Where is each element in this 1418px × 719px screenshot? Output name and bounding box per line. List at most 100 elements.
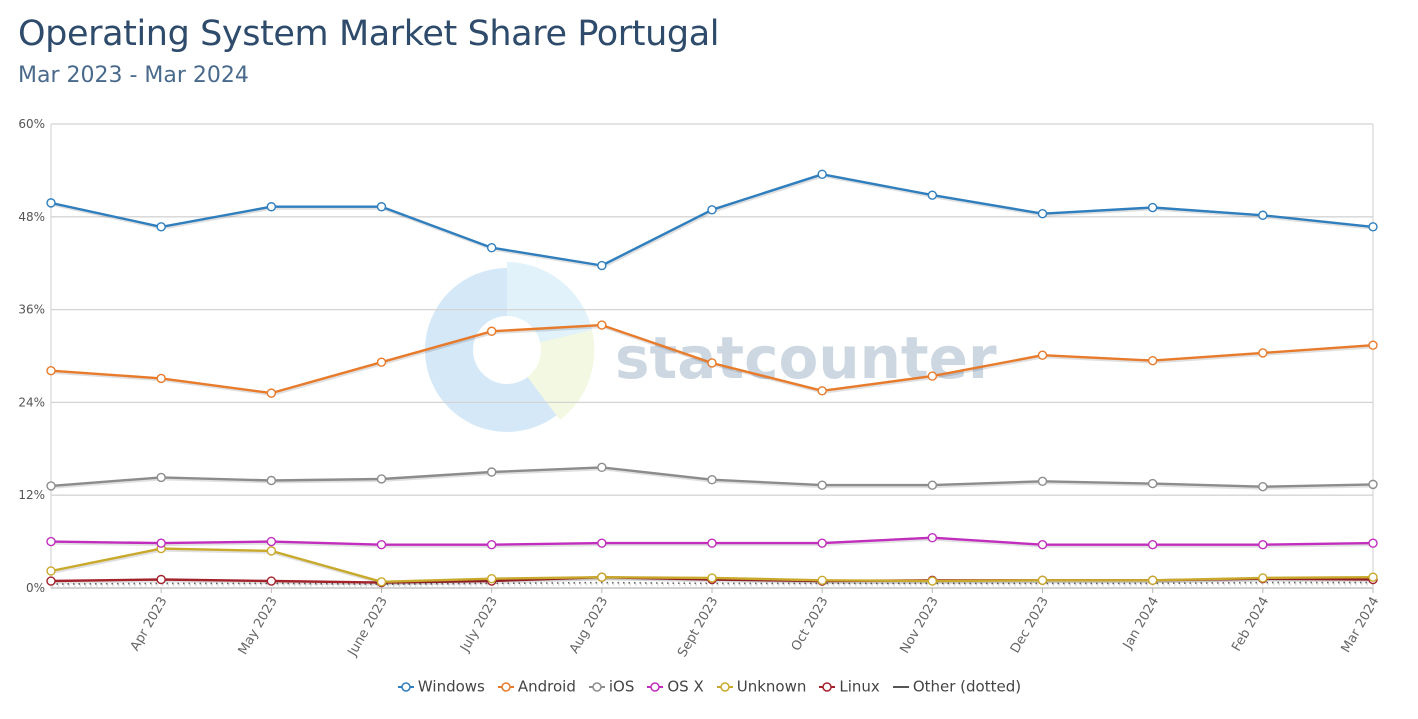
data-point bbox=[376, 202, 387, 212]
chart-title: Operating System Market Share Portugal bbox=[18, 14, 720, 54]
data-point bbox=[707, 358, 717, 368]
legend-line-icon bbox=[892, 685, 909, 688]
data-point bbox=[156, 538, 166, 548]
x-tick-label: June 2023 bbox=[345, 595, 391, 660]
data-point bbox=[927, 576, 938, 586]
x-tick-label: May 2023 bbox=[236, 595, 281, 658]
data-point bbox=[927, 533, 938, 543]
legend-item-linux[interactable]: Linux bbox=[818, 677, 880, 696]
data-point bbox=[597, 260, 607, 271]
data-point bbox=[376, 357, 387, 367]
legend-marker-icon bbox=[397, 681, 414, 692]
data-point bbox=[266, 536, 277, 547]
watermark-text: statcounter bbox=[615, 324, 997, 392]
series-unknown bbox=[46, 543, 1378, 587]
data-point bbox=[707, 205, 717, 215]
data-point bbox=[376, 577, 387, 587]
data-point bbox=[1147, 478, 1158, 489]
legend-item-android[interactable]: Android bbox=[497, 677, 576, 696]
data-point bbox=[266, 576, 277, 586]
legend-item-other-dotted[interactable]: Other (dotted) bbox=[892, 677, 1021, 696]
data-point bbox=[707, 475, 717, 485]
legend-item-windows[interactable]: Windows bbox=[397, 677, 485, 696]
y-tick-label: 48% bbox=[18, 210, 45, 224]
legend-label: Linux bbox=[839, 677, 880, 696]
legend-item-ios[interactable]: iOS bbox=[588, 677, 634, 696]
watermark-pie-hole bbox=[473, 316, 541, 384]
chart-subtitle: Mar 2023 - Mar 2024 bbox=[18, 63, 249, 88]
x-tick-label: Sept 2023 bbox=[675, 595, 721, 660]
legend-item-os-x[interactable]: OS X bbox=[646, 677, 704, 696]
data-point bbox=[1258, 348, 1268, 358]
data-point bbox=[46, 481, 56, 491]
data-point bbox=[1368, 222, 1378, 232]
data-point bbox=[597, 538, 607, 548]
data-point bbox=[707, 538, 717, 548]
data-point bbox=[817, 169, 827, 179]
y-tick-label: 36% bbox=[18, 303, 45, 317]
x-tick-label: Nov 2023 bbox=[898, 595, 942, 657]
data-point bbox=[1037, 350, 1048, 360]
x-tick-label: Jan 2024 bbox=[1120, 595, 1162, 653]
y-tick-label: 0% bbox=[26, 581, 45, 595]
y-tick-label: 60% bbox=[18, 117, 45, 131]
legend-label: Android bbox=[517, 677, 576, 696]
legend-marker-icon bbox=[716, 681, 733, 692]
y-tick-label: 12% bbox=[18, 488, 45, 502]
data-point bbox=[156, 574, 166, 585]
data-point bbox=[817, 575, 827, 585]
data-point bbox=[1368, 538, 1378, 548]
data-point bbox=[156, 222, 166, 232]
series-os-x bbox=[46, 533, 1378, 550]
data-point bbox=[927, 480, 938, 490]
x-tick-label: Mar 2024 bbox=[1339, 595, 1383, 656]
data-point bbox=[817, 538, 827, 548]
series-ios bbox=[46, 462, 1378, 492]
data-point bbox=[817, 480, 827, 490]
legend-label: Unknown bbox=[736, 677, 807, 696]
data-point bbox=[486, 467, 497, 477]
x-tick-label: Dec 2023 bbox=[1008, 595, 1052, 657]
data-point bbox=[46, 576, 56, 586]
x-tick-label: Apr 2023 bbox=[128, 595, 171, 654]
data-point bbox=[1368, 572, 1378, 582]
data-point bbox=[927, 190, 938, 200]
series-line bbox=[50, 173, 1374, 267]
data-point bbox=[376, 474, 387, 484]
data-point bbox=[707, 573, 717, 583]
series-shadow bbox=[51, 174, 1375, 269]
legend-marker-icon bbox=[819, 681, 836, 692]
data-point bbox=[1037, 209, 1048, 219]
x-tick-label: July 2023 bbox=[457, 595, 501, 656]
data-point bbox=[1147, 575, 1158, 585]
data-point bbox=[486, 326, 497, 336]
legend-item-unknown[interactable]: Unknown bbox=[716, 677, 807, 696]
statcounter-watermark-logo bbox=[425, 262, 595, 432]
watermark-pie-slice bbox=[507, 330, 595, 420]
data-point bbox=[597, 462, 607, 473]
data-point bbox=[156, 373, 166, 384]
x-tick-label: Oct 2023 bbox=[789, 595, 832, 654]
data-point bbox=[597, 572, 607, 582]
data-point bbox=[46, 365, 56, 376]
data-point bbox=[1147, 539, 1158, 550]
data-point bbox=[486, 574, 497, 584]
data-point bbox=[1368, 479, 1378, 490]
data-point bbox=[46, 566, 56, 576]
data-point bbox=[1258, 539, 1268, 550]
data-point bbox=[1037, 575, 1048, 585]
data-point bbox=[266, 388, 277, 398]
data-point bbox=[1037, 476, 1048, 486]
series-shadow bbox=[51, 582, 1374, 588]
x-tick-label: Feb 2024 bbox=[1229, 595, 1272, 655]
data-point bbox=[1147, 355, 1158, 366]
data-point bbox=[486, 539, 497, 550]
data-point bbox=[266, 475, 277, 486]
data-point bbox=[1258, 573, 1268, 583]
data-point bbox=[1037, 539, 1048, 550]
data-point bbox=[376, 539, 387, 550]
data-point bbox=[266, 546, 277, 556]
data-point bbox=[597, 320, 607, 330]
data-point bbox=[46, 536, 56, 547]
